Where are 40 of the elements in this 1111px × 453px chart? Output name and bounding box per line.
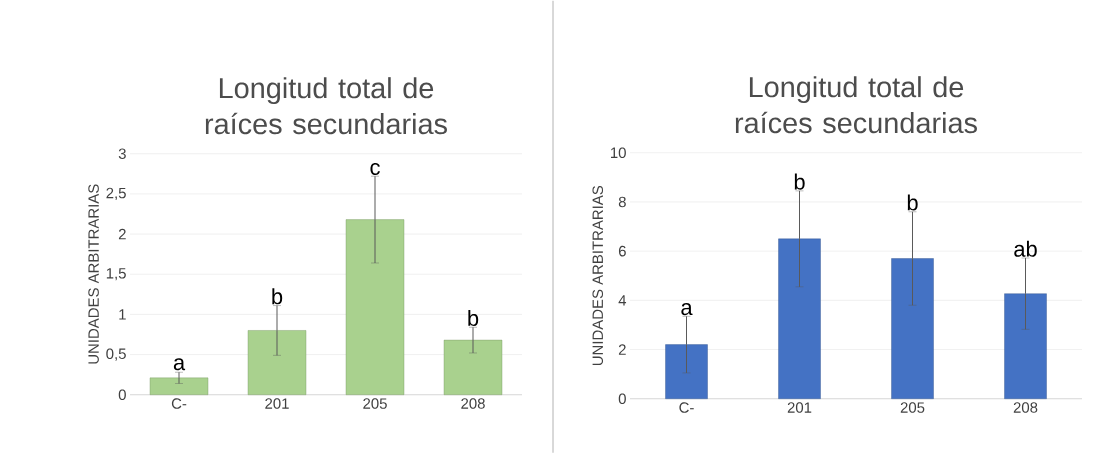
annotation: b — [794, 173, 805, 190]
y-tick-label: 0 — [618, 393, 626, 404]
x-tick-label: C- — [171, 398, 187, 409]
y-tick-label: 2 — [618, 344, 626, 355]
annotation: a — [173, 357, 186, 371]
y-tick-label: 8 — [618, 196, 626, 207]
x-tick-label: 201 — [265, 398, 289, 409]
annotation: b — [907, 194, 918, 211]
y-tick-label: 0,5 — [106, 348, 126, 361]
annotation: c — [370, 162, 380, 175]
bar — [149, 377, 209, 395]
x-tick-label: 208 — [461, 398, 485, 409]
x-tick-label: 205 — [900, 402, 925, 413]
bar — [1004, 293, 1047, 399]
chart-title: Longitud total de raíces secundarias — [735, 75, 977, 133]
y-tick-label: 3 — [118, 148, 126, 159]
y-tick-label: 2 — [118, 228, 126, 240]
y-axis-title: UNIDADES ARBITRARIAS — [592, 185, 604, 365]
y-tick-label: 1,5 — [106, 267, 126, 281]
annotation: b — [468, 309, 479, 326]
x-tick-label: 208 — [1013, 402, 1038, 413]
x-tick-label: 205 — [363, 398, 387, 409]
bar — [891, 258, 934, 399]
x-tick-label: C- — [679, 402, 694, 413]
annotation: b — [272, 288, 283, 305]
y-tick-label: 0 — [118, 389, 126, 400]
y-tick-label: 4 — [618, 294, 627, 306]
bar — [247, 330, 307, 395]
x-tick-label: 201 — [787, 402, 812, 413]
y-tick-label: 6 — [618, 245, 626, 257]
y-tick-label: 2,5 — [106, 187, 126, 200]
annotation: ab — [1014, 240, 1037, 257]
bar — [443, 339, 503, 395]
bar — [778, 238, 821, 399]
chart-title: Longitud total de raíces secundarias — [205, 76, 447, 134]
y-tick-label: 10 — [611, 147, 626, 158]
bar — [345, 219, 405, 395]
y-tick-label: 1 — [119, 309, 126, 320]
annotation: a — [681, 302, 693, 315]
y-axis-title: UNIDADES ARBITRARIAS — [88, 184, 99, 364]
